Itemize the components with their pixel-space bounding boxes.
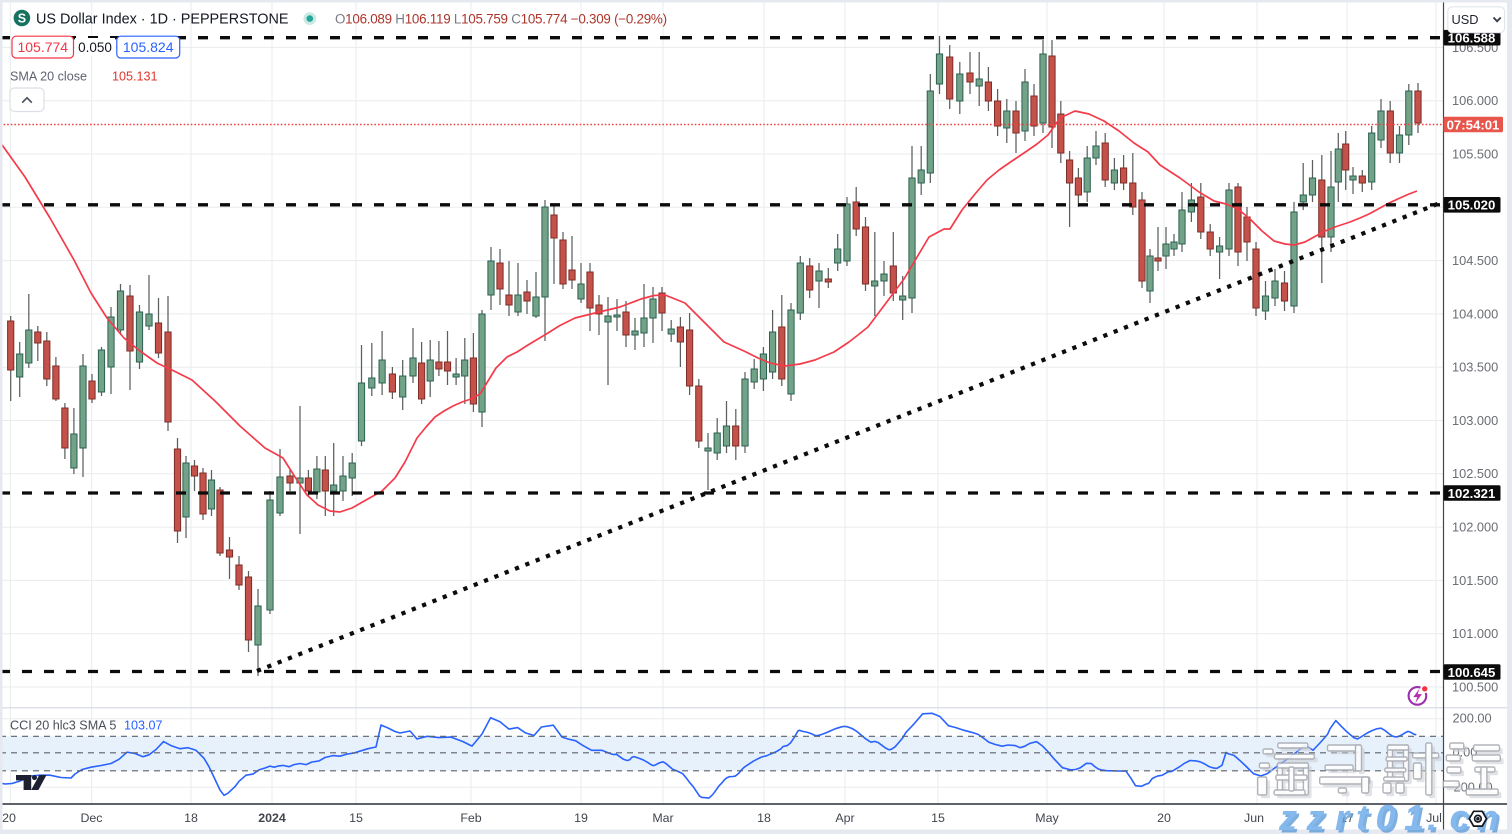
svg-text:May: May bbox=[1035, 811, 1059, 825]
svg-text:.: . bbox=[1430, 799, 1440, 834]
svg-text:19: 19 bbox=[574, 811, 588, 825]
svg-text:102.321: 102.321 bbox=[1448, 486, 1496, 501]
svg-text:101.500: 101.500 bbox=[1452, 573, 1498, 588]
svg-text:15: 15 bbox=[349, 811, 363, 825]
svg-text:z: z bbox=[1306, 797, 1325, 834]
svg-text:CCI 20 hlc3 SMA 5: CCI 20 hlc3 SMA 5 bbox=[10, 719, 116, 733]
svg-text:20: 20 bbox=[1157, 811, 1171, 825]
svg-text:18: 18 bbox=[757, 811, 771, 825]
svg-text:r: r bbox=[1338, 799, 1354, 834]
svg-text:200.00: 200.00 bbox=[1453, 710, 1492, 725]
svg-text:20: 20 bbox=[2, 811, 16, 825]
svg-text:105.131: 105.131 bbox=[112, 69, 158, 83]
svg-text:z: z bbox=[1278, 797, 1297, 834]
svg-text:102.000: 102.000 bbox=[1452, 520, 1498, 535]
svg-text:105.774: 105.774 bbox=[17, 39, 68, 55]
svg-text:r: r bbox=[1335, 797, 1351, 834]
svg-text:100.500: 100.500 bbox=[1452, 679, 1498, 694]
svg-text:105.020: 105.020 bbox=[1448, 198, 1496, 213]
svg-text:Mar: Mar bbox=[652, 811, 673, 825]
svg-text:102.500: 102.500 bbox=[1452, 466, 1498, 481]
svg-text:07:54:01: 07:54:01 bbox=[1447, 117, 1500, 132]
svg-text:S: S bbox=[18, 12, 26, 26]
svg-text:103.07: 103.07 bbox=[124, 719, 163, 733]
svg-text:n: n bbox=[1479, 799, 1501, 834]
svg-text:SMA 20 close: SMA 20 close bbox=[10, 69, 87, 83]
svg-text:US Dollar Index · 1D · PEPPERS: US Dollar Index · 1D · PEPPERSTONE bbox=[36, 11, 288, 27]
svg-text:100.645: 100.645 bbox=[1448, 665, 1496, 680]
svg-text:105.500: 105.500 bbox=[1452, 146, 1498, 161]
svg-text:1: 1 bbox=[1407, 799, 1427, 834]
svg-text:1: 1 bbox=[1404, 797, 1424, 834]
svg-text:103.500: 103.500 bbox=[1452, 360, 1498, 375]
svg-text:Dec: Dec bbox=[80, 811, 102, 825]
svg-text:0: 0 bbox=[1378, 799, 1398, 834]
svg-text:Apr: Apr bbox=[835, 811, 854, 825]
svg-text:15: 15 bbox=[931, 811, 945, 825]
svg-text:.: . bbox=[1427, 797, 1437, 834]
svg-text:t: t bbox=[1356, 797, 1370, 834]
svg-text:104.500: 104.500 bbox=[1452, 253, 1498, 268]
svg-text:101.000: 101.000 bbox=[1452, 626, 1498, 641]
svg-text:104.000: 104.000 bbox=[1452, 306, 1498, 321]
svg-text:0: 0 bbox=[1376, 797, 1396, 834]
svg-text:Jul: Jul bbox=[1426, 811, 1442, 825]
svg-text:Feb: Feb bbox=[460, 811, 481, 825]
svg-text:USD: USD bbox=[1452, 12, 1479, 27]
svg-text:t: t bbox=[1359, 799, 1373, 834]
svg-text:18: 18 bbox=[184, 811, 198, 825]
svg-text:z: z bbox=[1308, 799, 1327, 834]
svg-text:Jun: Jun bbox=[1244, 811, 1264, 825]
svg-text:O106.089 H106.119 L105.759 C10: O106.089 H106.119 L105.759 C105.774 −0.3… bbox=[335, 11, 667, 26]
svg-text:106.588: 106.588 bbox=[1448, 31, 1496, 46]
svg-text:106.000: 106.000 bbox=[1452, 93, 1498, 108]
svg-text:c: c bbox=[1450, 797, 1470, 834]
svg-text:105.824: 105.824 bbox=[123, 39, 174, 55]
svg-text:z: z bbox=[1281, 799, 1300, 834]
svg-text:2024: 2024 bbox=[258, 811, 286, 825]
svg-text:c: c bbox=[1452, 799, 1472, 834]
svg-text:17: 17 bbox=[1340, 811, 1354, 825]
svg-text:0.050: 0.050 bbox=[78, 40, 112, 55]
svg-text:103.000: 103.000 bbox=[1452, 413, 1498, 428]
